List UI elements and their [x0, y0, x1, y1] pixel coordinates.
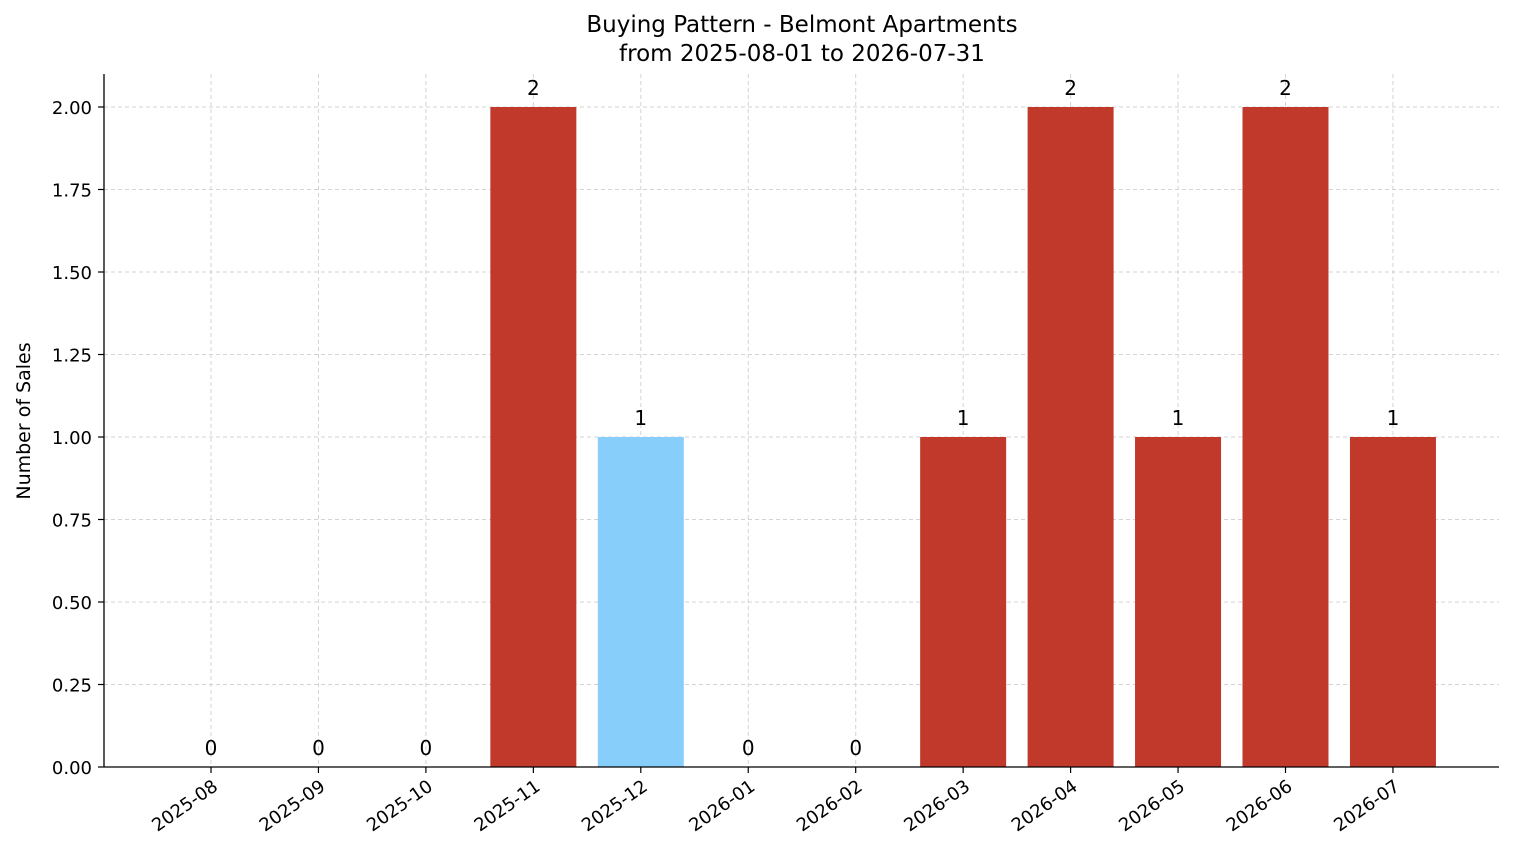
y-tick-label: 0.00: [52, 758, 92, 779]
bar: [1242, 107, 1329, 767]
x-tick-label: 2026-02: [793, 776, 867, 836]
bar: [490, 107, 577, 767]
y-tick-label: 1.25: [52, 346, 92, 367]
chart-subtitle: from 2025-08-01 to 2026-07-31: [619, 41, 985, 67]
y-tick-label: 2.00: [52, 98, 92, 119]
y-tick-label: 0.75: [52, 511, 92, 532]
x-tick-label: 2025-11: [471, 776, 545, 836]
data-label: 0: [312, 736, 325, 760]
data-label: 2: [527, 76, 540, 100]
data-label: 1: [1387, 406, 1400, 430]
y-tick-label: 1.00: [52, 428, 92, 449]
data-label: 2: [1064, 76, 1077, 100]
bar: [597, 437, 684, 767]
bar: [1349, 437, 1436, 767]
data-label: 0: [742, 736, 755, 760]
y-tick-label: 0.25: [52, 676, 92, 697]
x-tick-label: 2026-03: [900, 776, 974, 836]
data-label: 0: [849, 736, 862, 760]
x-tick-label: 2025-12: [578, 776, 652, 836]
data-label: 1: [957, 406, 970, 430]
data-label: 2: [1279, 76, 1292, 100]
y-tick-label: 1.50: [52, 263, 92, 284]
bar: [920, 437, 1007, 767]
y-tick-label: 1.75: [52, 181, 92, 202]
data-label: 1: [1172, 406, 1185, 430]
x-tick-label: 2026-01: [685, 776, 759, 836]
x-tick-label: 2025-09: [256, 776, 330, 836]
bar: [1135, 437, 1222, 767]
x-tick-label: 2025-10: [363, 776, 437, 836]
x-tick-label: 2026-05: [1115, 776, 1189, 836]
x-tick-label: 2026-06: [1223, 776, 1297, 836]
bars: [490, 107, 1436, 767]
data-label: 1: [634, 406, 647, 430]
data-label: 0: [205, 736, 218, 760]
x-tick-label: 2025-08: [148, 776, 222, 836]
data-label: 0: [420, 736, 433, 760]
chart-title: Buying Pattern - Belmont Apartments: [586, 12, 1018, 38]
bar: [1027, 107, 1114, 767]
axes: [98, 74, 1499, 773]
y-tick-label: 0.50: [52, 593, 92, 614]
x-tick-label: 2026-04: [1008, 776, 1082, 836]
y-axis-label: Number of Sales: [13, 342, 35, 499]
x-tick-label: 2026-07: [1330, 776, 1404, 836]
